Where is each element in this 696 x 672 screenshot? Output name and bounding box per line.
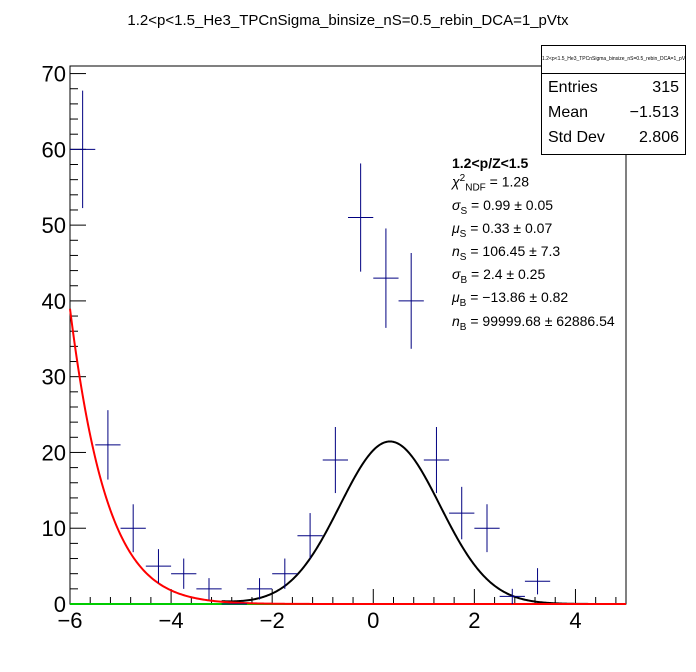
fit-n-b: nB = 99999.68 ± 62886.54 (452, 313, 615, 336)
n-s-value: = 106.45 ± 7.3 (466, 243, 561, 260)
data-point (524, 568, 551, 595)
x-tick-label: −4 (159, 608, 184, 633)
data-point (423, 426, 450, 494)
stats-mean-row: Mean −1.513 (548, 100, 679, 125)
sigma-s-value: = 0.99 ± 0.05 (467, 197, 554, 214)
sigma-s-symbol: σ (452, 197, 461, 214)
data-point (398, 253, 424, 349)
mu-s-value: = 0.33 ± 0.07 (466, 220, 553, 237)
fit-mu-b: μB = −13.86 ± 0.82 (452, 289, 615, 312)
stats-entries-row: Entries 315 (548, 75, 679, 100)
data-point (145, 549, 172, 584)
stats-entries-value: 315 (652, 79, 679, 96)
mu-s-symbol: μ (452, 220, 460, 237)
stats-stddev-label: Std Dev (548, 129, 605, 146)
x-tick-label: −6 (57, 608, 82, 633)
fit-n-s: nS = 106.45 ± 7.3 (452, 243, 615, 266)
fit-sigma-s: σS = 0.99 ± 0.05 (452, 197, 615, 220)
n-s-sub: S (459, 252, 467, 264)
y-tick-label: 20 (42, 440, 66, 465)
stats-stddev-row: Std Dev 2.806 (548, 125, 679, 150)
data-point (95, 410, 121, 480)
fit-sigma-b: σB = 2.4 ± 0.25 (452, 266, 615, 289)
fit-curves (69, 308, 626, 605)
fit-heading: 1.2<p/Z<1.5 (452, 155, 529, 171)
sigma-b-value: = 2.4 ± 0.25 (467, 266, 546, 283)
x-tick-label: −2 (260, 608, 285, 633)
data-point (272, 558, 298, 589)
data-point (70, 90, 96, 209)
data-point (196, 578, 222, 600)
sigma-s-sub: S (460, 205, 468, 217)
background-fit-curve (69, 308, 626, 605)
y-tick-label: 60 (42, 137, 66, 162)
x-tick-label: 4 (569, 608, 581, 633)
y-tick-label: 10 (42, 516, 66, 541)
x-tick-label: 0 (367, 608, 379, 633)
x-tick-label: 2 (468, 608, 480, 633)
sigma-b-symbol: σ (452, 266, 461, 283)
y-tick-label: 70 (42, 62, 66, 87)
sigma-b-sub: B (460, 275, 468, 287)
y-tick-label: 50 (42, 213, 66, 238)
stats-stddev-value: 2.806 (638, 129, 679, 146)
stats-mean-label: Mean (548, 104, 589, 121)
data-point (474, 504, 500, 553)
data-point (120, 504, 146, 553)
stats-entries-label: Entries (548, 79, 598, 96)
data-points (70, 90, 551, 605)
mu-b-sub: B (459, 298, 467, 310)
y-tick-label: 0 (54, 592, 66, 617)
data-point (297, 513, 323, 559)
chi2-sub: NDF (465, 182, 486, 194)
data-point (449, 486, 475, 540)
data-point (499, 588, 525, 604)
y-tick-label: 30 (42, 365, 66, 390)
data-point (171, 558, 197, 589)
y-tick-label: 40 (42, 289, 66, 314)
mu-b-symbol: μ (452, 289, 460, 306)
total-fit-curve (221, 440, 626, 605)
stats-box: 1.2<p<1.5_He3_TPCnSigma_binsize_nS=0.5_r… (541, 45, 686, 155)
fit-chi2: χ2NDF = 1.28 (452, 171, 615, 197)
chi2-sup: 2 (459, 173, 466, 185)
mu-b-value: = −13.86 ± 0.82 (466, 289, 569, 306)
data-point (246, 578, 273, 600)
data-point (348, 163, 374, 272)
fit-mu-s: μS = 0.33 ± 0.07 (452, 220, 615, 243)
n-b-value: = 99999.68 ± 62886.54 (466, 312, 615, 329)
chart-title: 1.2<p<1.5_He3_TPCnSigma_binsize_nS=0.5_r… (127, 12, 569, 29)
n-b-symbol: n (452, 312, 460, 329)
mu-s-sub: S (459, 228, 467, 240)
chi2-value: = 1.28 (485, 173, 529, 190)
chi2-symbol: χ (452, 173, 460, 190)
data-point (322, 426, 348, 494)
stats-box-name: 1.2<p<1.5_He3_TPCnSigma_binsize_nS=0.5_r… (542, 46, 685, 74)
fit-results-box: 1.2<p/Z<1.5 χ2NDF = 1.28 σS = 0.99 ± 0.0… (452, 155, 615, 336)
stats-mean-value: −1.513 (629, 104, 679, 121)
n-s-symbol: n (452, 243, 460, 260)
n-b-sub: B (459, 321, 467, 333)
data-point (373, 228, 399, 328)
